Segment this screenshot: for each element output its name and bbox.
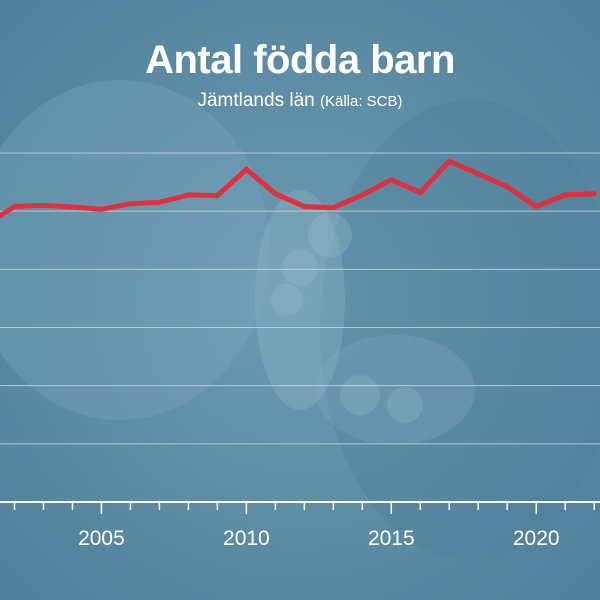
x-tick-label: 2015 xyxy=(368,527,415,550)
data-point xyxy=(388,177,394,183)
data-point xyxy=(40,202,46,208)
data-point xyxy=(330,205,336,211)
data-point xyxy=(127,201,133,207)
subtitle-source: (Källa: SCB) xyxy=(319,93,403,110)
data-point xyxy=(562,192,568,198)
chart-title: Antal födda barn xyxy=(145,38,455,82)
x-tick-label: 2005 xyxy=(78,527,125,550)
data-point xyxy=(301,204,307,210)
x-tick-label: 2010 xyxy=(223,527,270,550)
data-point xyxy=(214,193,220,199)
data-point xyxy=(417,190,423,196)
data-point xyxy=(591,191,597,197)
data-point xyxy=(69,204,75,210)
birth-count-series-line xyxy=(0,158,595,219)
data-point xyxy=(475,171,481,177)
subtitle-region: Jämtlands län xyxy=(197,90,315,111)
data-point xyxy=(243,166,249,172)
data-point xyxy=(533,204,539,210)
data-point xyxy=(156,199,162,205)
data-point xyxy=(504,184,510,190)
chart-subtitle: Jämtlands län (Källa: SCB) xyxy=(0,90,600,112)
data-point xyxy=(446,158,452,164)
data-point xyxy=(185,192,191,198)
data-point xyxy=(11,204,17,210)
data-point xyxy=(359,192,365,198)
data-point xyxy=(272,191,278,197)
x-tick-label: 2020 xyxy=(513,527,560,550)
data-point xyxy=(98,206,104,212)
